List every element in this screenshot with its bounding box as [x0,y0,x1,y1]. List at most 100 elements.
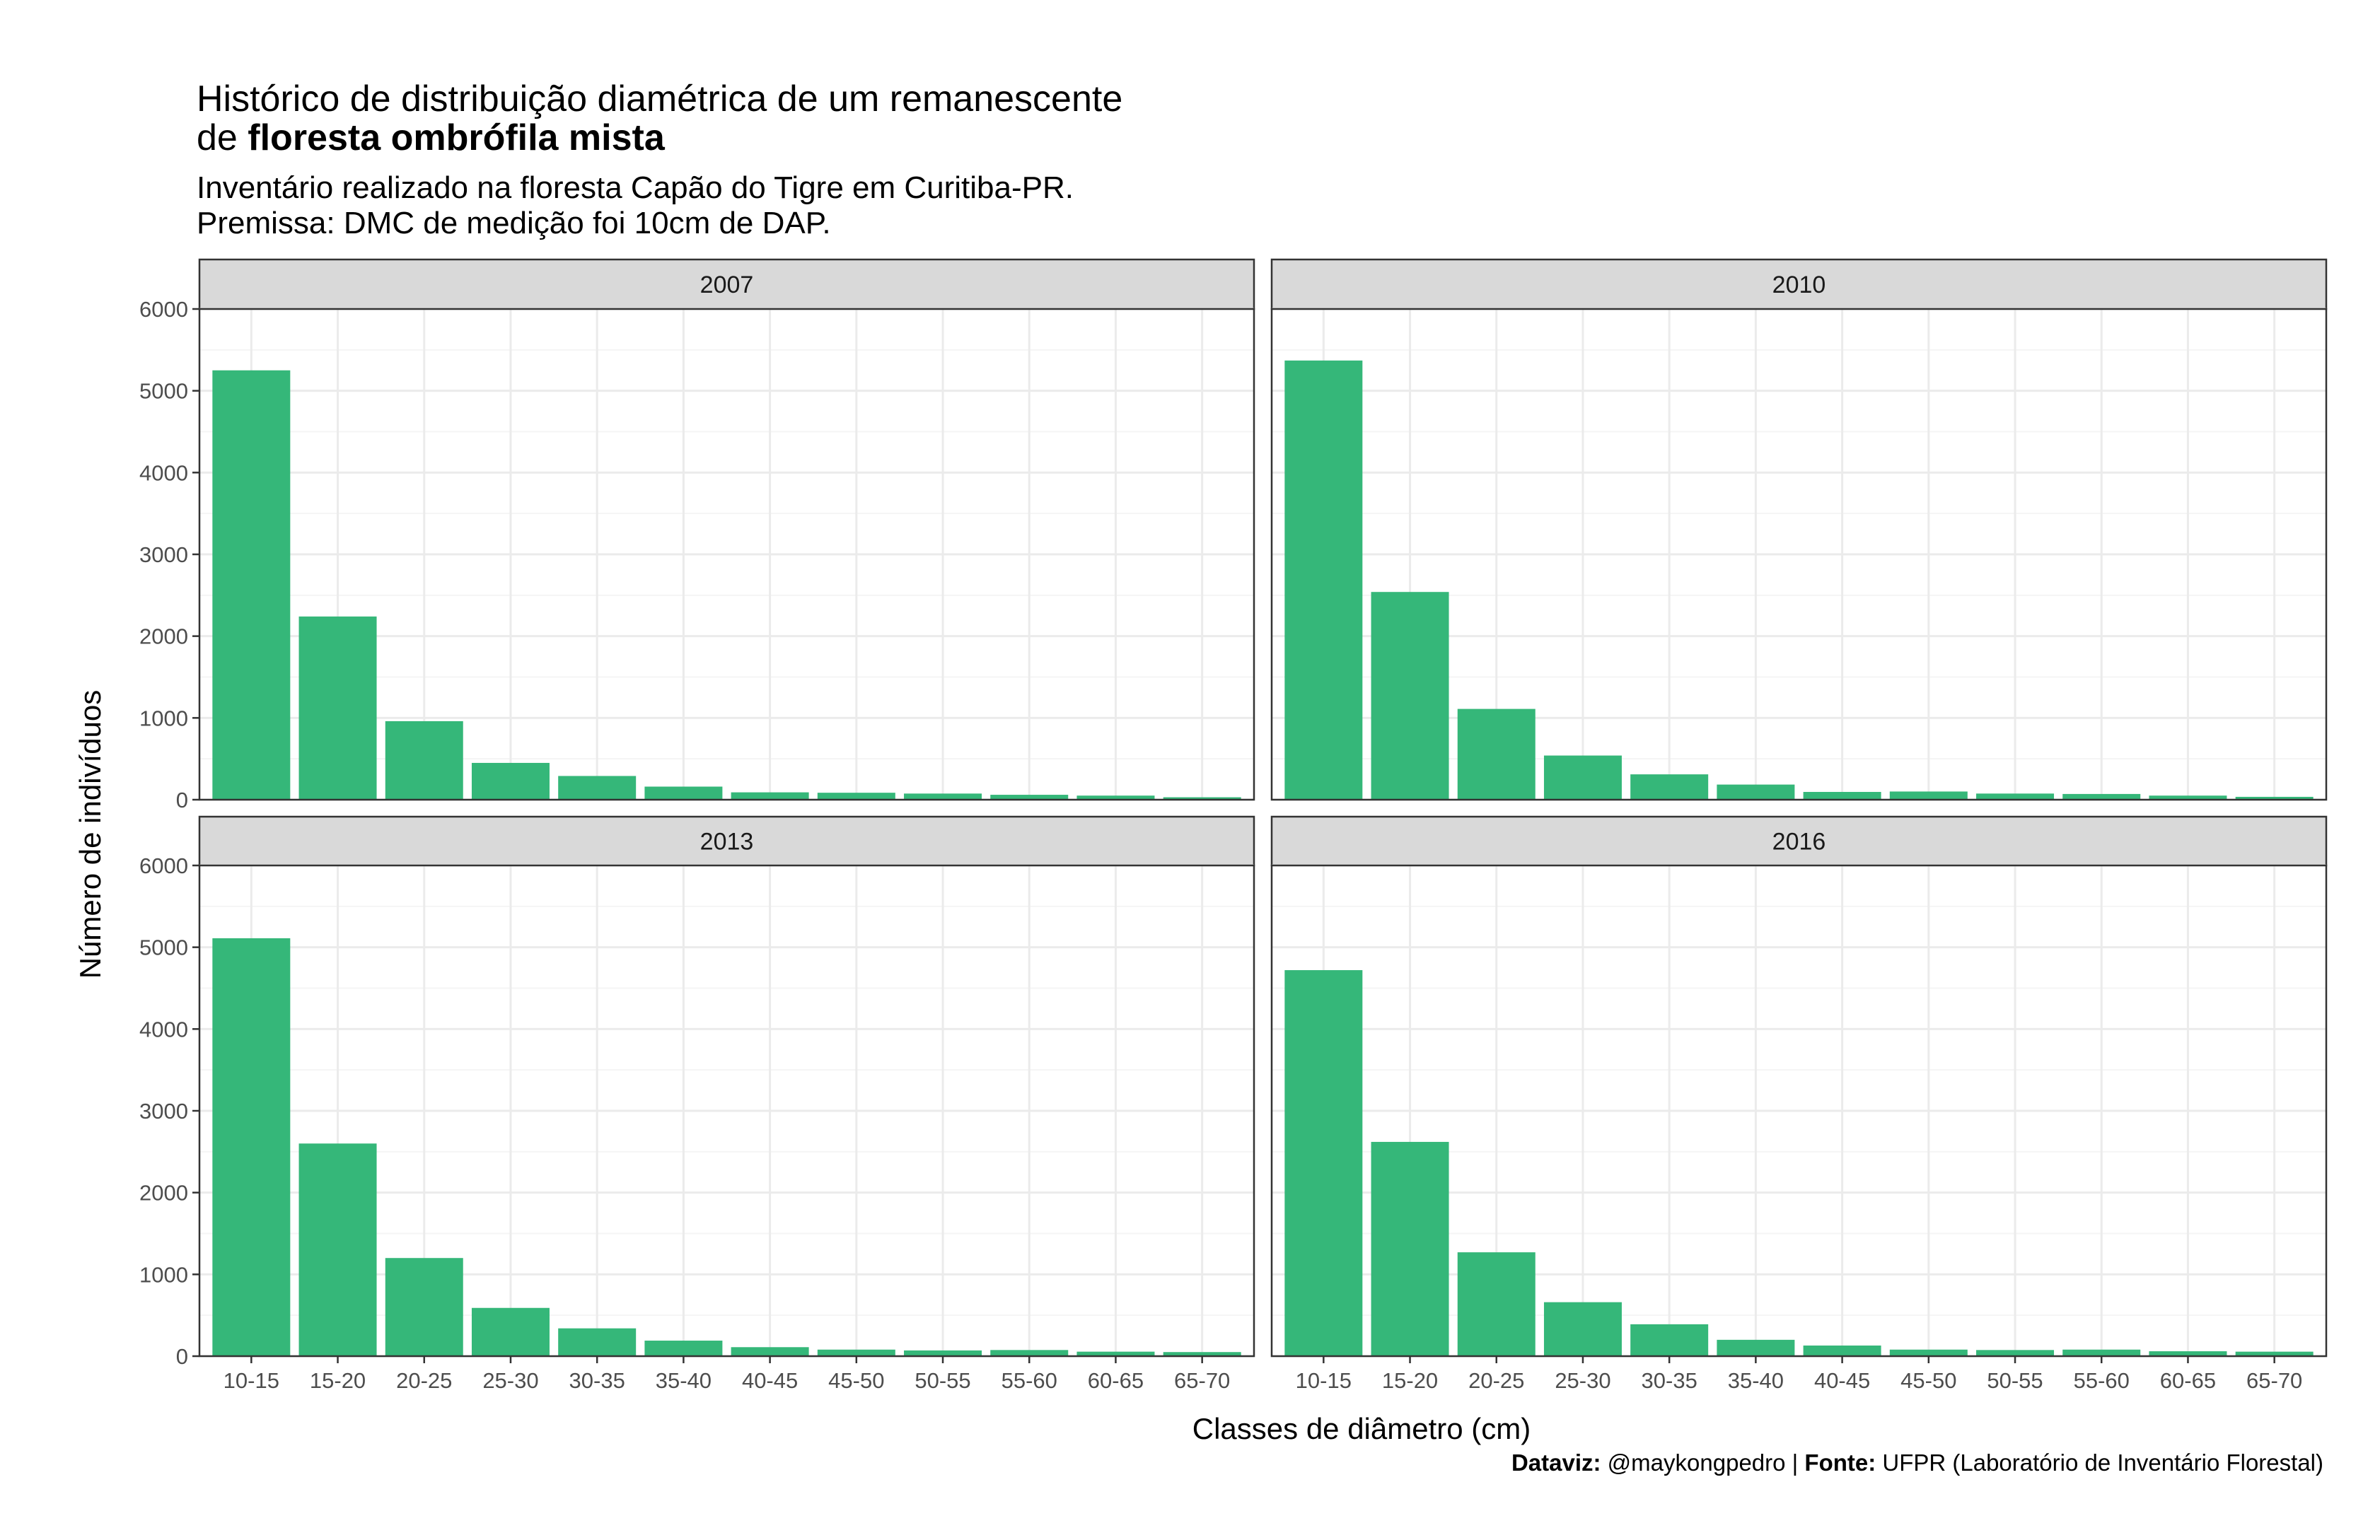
x-tick-label: 20-25 [1468,1368,1524,1393]
panel-border [1270,308,2328,801]
bar-60-65 [2149,795,2227,800]
y-tick-label: 0 [176,788,188,812]
facet-strip-label: 2010 [1772,272,1826,298]
bar-45-50 [817,1349,895,1356]
bar-45-50 [1889,791,1968,800]
panel-border [1270,864,2328,1358]
y-tick-label: 3000 [139,1099,188,1124]
x-tick-label: 30-35 [569,1368,625,1393]
bar-25-30 [471,1307,550,1356]
y-tick-label: 0 [176,1344,188,1369]
bar-50-55 [904,1350,982,1356]
bar-20-25 [385,1258,463,1356]
facet-strip [1270,815,2328,867]
bar-50-55 [1976,793,2055,800]
x-tick-label: 20-25 [396,1368,452,1393]
x-tick-label: 15-20 [1382,1368,1438,1393]
chart-subtitle-line1: Inventário realizado na floresta Capão d… [197,170,1074,205]
y-tick-label: 5000 [139,379,188,404]
bar-65-70 [2235,1351,2314,1356]
bar-65-70 [1163,1352,1241,1356]
chart-caption: Dataviz: @maykongpedro | Fonte: UFPR (La… [1511,1449,2323,1476]
x-tick-label: 50-55 [1987,1368,2043,1393]
bar-35-40 [1717,1339,1795,1356]
bar-10-15 [1284,360,1363,800]
bar-40-45 [1803,792,1881,800]
facet-strip-label: 2007 [700,272,754,298]
x-tick-label: 65-70 [1174,1368,1230,1393]
bar-20-25 [1457,1252,1536,1356]
x-tick-label: 60-65 [1088,1368,1144,1393]
bar-15-20 [298,616,377,800]
caption-source-label: Fonte: [1804,1449,1876,1476]
bar-20-25 [1457,708,1536,800]
bar-25-30 [1543,1302,1622,1356]
y-tick-label: 6000 [139,297,188,322]
facet-strip [1270,258,2328,310]
x-tick-label: 40-45 [1814,1368,1870,1393]
x-tick-label: 15-20 [310,1368,366,1393]
y-tick-label: 1000 [139,1262,188,1287]
bar-40-45 [731,1347,809,1356]
bar-30-35 [558,1328,637,1356]
x-tick-label: 30-35 [1642,1368,1697,1393]
bar-30-35 [1630,774,1709,800]
x-tick-label: 45-50 [828,1368,884,1393]
bar-20-25 [385,721,463,800]
y-tick-label: 1000 [139,706,188,730]
x-tick-label: 10-15 [1296,1368,1352,1393]
bar-15-20 [298,1143,377,1356]
chart-title-line1: Histórico de distribuição diamétrica de … [197,78,1122,119]
caption-source-text: UFPR (Laboratório de Inventário Floresta… [1876,1449,2323,1476]
y-axis-title: Número de indivíduos [74,690,107,979]
bar-10-15 [212,938,291,1356]
bar-50-55 [1976,1350,2055,1356]
facet-strip-label: 2013 [700,829,754,856]
bar-40-45 [1803,1345,1881,1356]
x-tick-label: 25-30 [1555,1368,1610,1393]
facet-strip [198,258,1255,310]
caption-dataviz-label: Dataviz: [1511,1449,1601,1476]
bar-60-65 [2149,1351,2227,1356]
x-tick-label: 45-50 [1900,1368,1956,1393]
facet-strip-label: 2016 [1772,829,1826,856]
y-tick-label: 4000 [139,460,188,485]
x-tick-label: 10-15 [224,1368,279,1393]
chart-title-line2-bold: floresta ombrófila mista [248,117,666,158]
facet-panel-2013: 2013 0 1000 2000 3000 4000 5000 6000 10-15 15-20 2… [139,815,1255,1393]
bar-55-60 [990,1350,1069,1356]
y-tick-label: 6000 [139,853,188,878]
facet-panel-2007: 2007 0 1000 2000 3000 4000 5000 6000 [139,258,1255,812]
caption-dataviz-text: @maykongpedro | [1601,1449,1805,1476]
x-tick-label: 50-55 [915,1368,970,1393]
bar-25-30 [1543,755,1622,800]
facet-panel-2010: 2010 [1270,258,2328,801]
bar-55-60 [2062,793,2141,800]
chart-title-line2-prefix: de [197,117,248,158]
chart-title-line2: de floresta ombrófila mista [197,117,666,158]
y-tick-label: 5000 [139,935,188,960]
bar-10-15 [212,370,291,800]
bar-55-60 [2062,1349,2141,1356]
bar-25-30 [471,762,550,800]
bar-60-65 [1076,795,1155,800]
bar-15-20 [1371,1141,1449,1356]
bar-65-70 [1163,797,1241,800]
x-tick-label: 55-60 [1002,1368,1057,1393]
bar-35-40 [644,1341,723,1356]
bar-35-40 [1717,784,1795,800]
bar-50-55 [904,793,982,800]
bar-45-50 [1889,1349,1968,1356]
x-tick-label: 55-60 [2074,1368,2130,1393]
x-tick-label: 65-70 [2246,1368,2302,1393]
y-tick-label: 2000 [139,1181,188,1206]
x-tick-label: 35-40 [656,1368,712,1393]
facet-panel-2016: 2016 10-15 15-20 20-25 25-30 30-35 35-40 40-45 4… [1270,815,2328,1393]
bar-30-35 [558,776,637,800]
y-tick-label: 3000 [139,542,188,567]
bar-55-60 [990,795,1069,800]
y-tick-label: 4000 [139,1017,188,1042]
facet-panels: 2007 0 1000 2000 3000 4000 5000 6000 2010 2013 0 10… [139,258,2328,1393]
x-tick-label: 60-65 [2160,1368,2216,1393]
